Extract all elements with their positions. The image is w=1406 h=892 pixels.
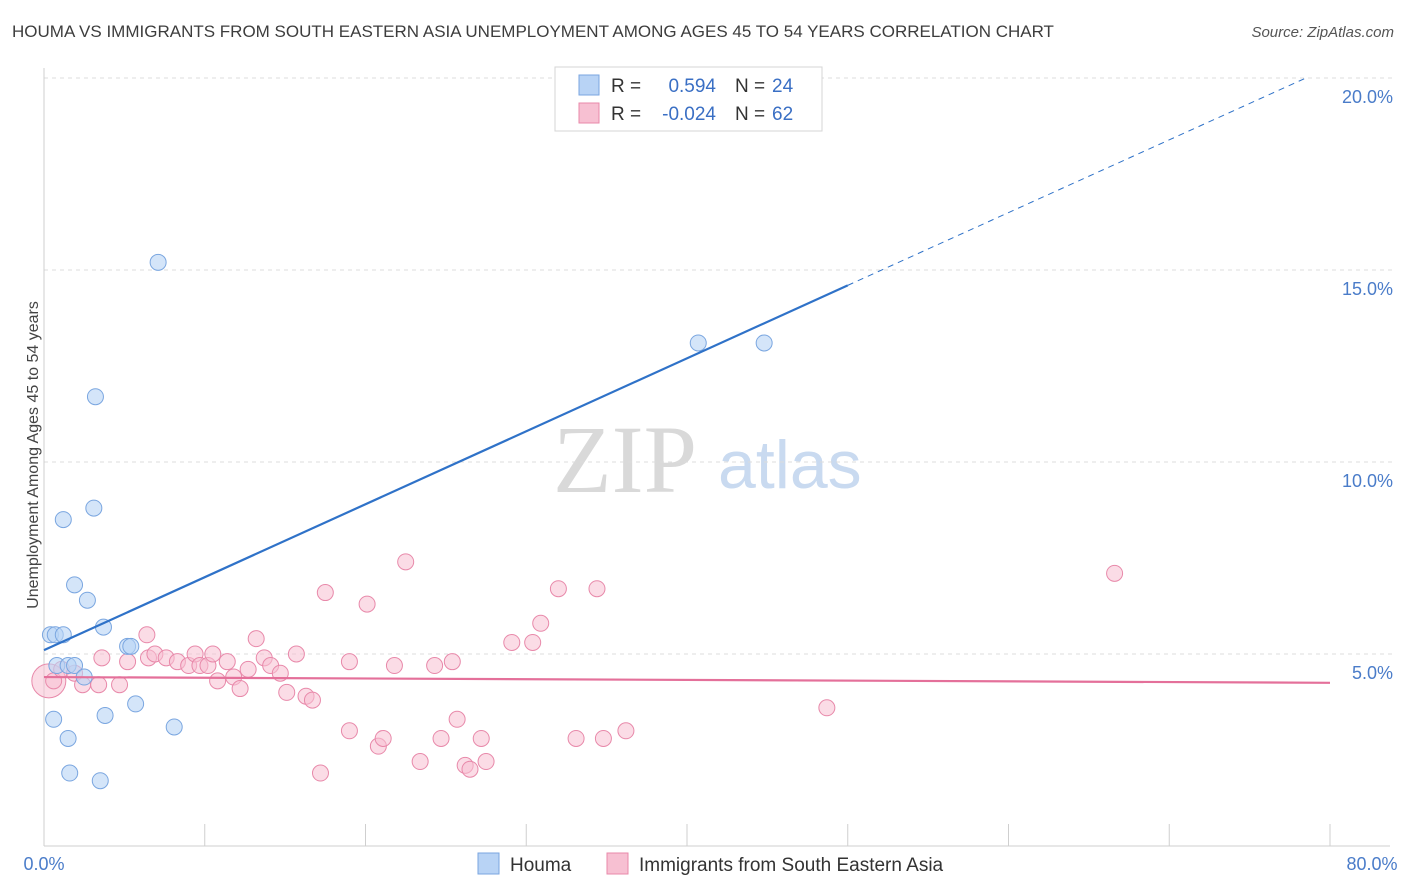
immigrants-point-21 (231, 680, 249, 698)
trend-lines (43, 77, 1331, 684)
immigrants-point-22 (239, 660, 257, 678)
immigrants-point-40 (411, 753, 429, 771)
immigrants-point-52 (549, 580, 567, 598)
x-ticks (204, 824, 1331, 846)
bottom-legend-label-immigrants: Immigrants from South Eastern Asia (639, 855, 944, 876)
top-legend: R = 0.594 N = 24 R = -0.024 N = 62 (554, 66, 823, 132)
legend-r-value-immigrants: -0.024 (662, 104, 716, 125)
immigrants-point-53 (567, 729, 585, 747)
immigrants-point-41 (426, 657, 444, 675)
immigrants-point-6 (111, 676, 129, 694)
immigrants-point-38 (385, 657, 403, 675)
immigrants-point-17 (204, 645, 222, 663)
y-tick-label-10: 10.0% (1342, 471, 1393, 491)
immigrants-point-48 (477, 753, 495, 771)
immigrants-point-54 (588, 580, 606, 598)
houma-point-5 (66, 657, 84, 675)
houma-point-8 (59, 729, 77, 747)
immigrants-point-33 (340, 653, 358, 671)
immigrants-point-37 (374, 729, 392, 747)
immigrants-point-30 (303, 691, 321, 709)
immigrants-trend-line (43, 675, 1331, 684)
houma-point-10 (91, 772, 109, 790)
immigrants-point-32 (316, 584, 334, 602)
houma-point-7 (45, 710, 63, 728)
immigrants-point-58 (1106, 564, 1124, 582)
houma-point-19 (54, 511, 72, 529)
bottom-legend-swatch-houma (477, 852, 500, 875)
houma-point-18 (66, 576, 84, 594)
chart-source: Source: ZipAtlas.com (1251, 24, 1394, 41)
houma-point-13 (165, 718, 183, 736)
immigrants-point-28 (287, 645, 305, 663)
y-tick-label-15: 15.0% (1342, 279, 1393, 299)
immigrants-point-51 (532, 614, 550, 632)
houma-point-9 (61, 764, 79, 782)
immigrants-point-39 (397, 553, 415, 571)
legend-r-label-houma: R = (611, 76, 641, 97)
immigrants-point-49 (503, 633, 521, 651)
houma-point-22 (149, 253, 167, 271)
houma-trend-extension (847, 77, 1307, 286)
immigrants-point-4 (90, 676, 108, 694)
x-tick-label-min: 0.0% (23, 854, 64, 874)
immigrants-point-31 (311, 764, 329, 782)
immigrants-point-5 (93, 649, 111, 667)
immigrants-point-43 (443, 653, 461, 671)
immigrants-point-34 (340, 722, 358, 740)
immigrants-point-19 (218, 653, 236, 671)
immigrants-point-50 (524, 633, 542, 651)
immigrants-point-46 (461, 760, 479, 778)
immigrants-point-47 (472, 729, 490, 747)
houma-point-15 (122, 637, 140, 655)
bottom-legend-label-houma: Houma (510, 855, 572, 876)
y-tick-labels: 5.0% 10.0% 15.0% 20.0% (1342, 87, 1393, 683)
legend-n-value-houma: 24 (772, 76, 794, 97)
watermark-zip: ZIP (553, 406, 697, 513)
legend-n-value-immigrants: 62 (772, 104, 793, 125)
immigrants-point-56 (617, 722, 635, 740)
houma-point-11 (96, 706, 114, 724)
immigrants-point-8 (138, 626, 156, 644)
houma-point-17 (78, 591, 96, 609)
houma-point-20 (85, 499, 103, 517)
immigrants-point-35 (358, 595, 376, 613)
immigrants-point-55 (594, 729, 612, 747)
immigrants-point-27 (278, 683, 296, 701)
y-tick-label-5: 5.0% (1352, 663, 1393, 683)
immigrants-points (31, 553, 1124, 782)
y-axis-label: Unemployment Among Ages 45 to 54 years (25, 301, 42, 609)
legend-swatch-immigrants (578, 102, 600, 124)
immigrants-point-42 (432, 729, 450, 747)
immigrants-point-7 (119, 653, 137, 671)
immigrants-point-57 (818, 699, 836, 717)
grid-layer (44, 77, 1392, 655)
chart-title: HOUMA VS IMMIGRANTS FROM SOUTH EASTERN A… (12, 22, 1054, 41)
legend-r-value-houma: 0.594 (668, 76, 716, 97)
legend-swatch-houma (578, 74, 600, 96)
axes-layer (43, 68, 1390, 847)
legend-n-label-immigrants: N = (735, 104, 765, 125)
houma-point-21 (86, 388, 104, 406)
watermark-atlas: atlas (718, 427, 862, 503)
legend-r-label-immigrants: R = (611, 104, 641, 125)
houma-points (41, 253, 773, 790)
immigrants-point-18 (209, 672, 227, 690)
immigrants-point-23 (247, 630, 265, 648)
x-tick-label-max: 80.0% (1346, 854, 1397, 874)
bottom-legend: Houma Immigrants from South Eastern Asia (477, 852, 944, 876)
houma-trend-line (43, 284, 849, 652)
houma-point-12 (127, 695, 145, 713)
immigrants-point-44 (448, 710, 466, 728)
bottom-legend-swatch-immigrants (606, 852, 629, 875)
houma-point-23 (689, 334, 707, 352)
houma-point-24 (755, 334, 773, 352)
y-tick-label-20: 20.0% (1342, 87, 1393, 107)
legend-n-label-houma: N = (735, 76, 765, 97)
